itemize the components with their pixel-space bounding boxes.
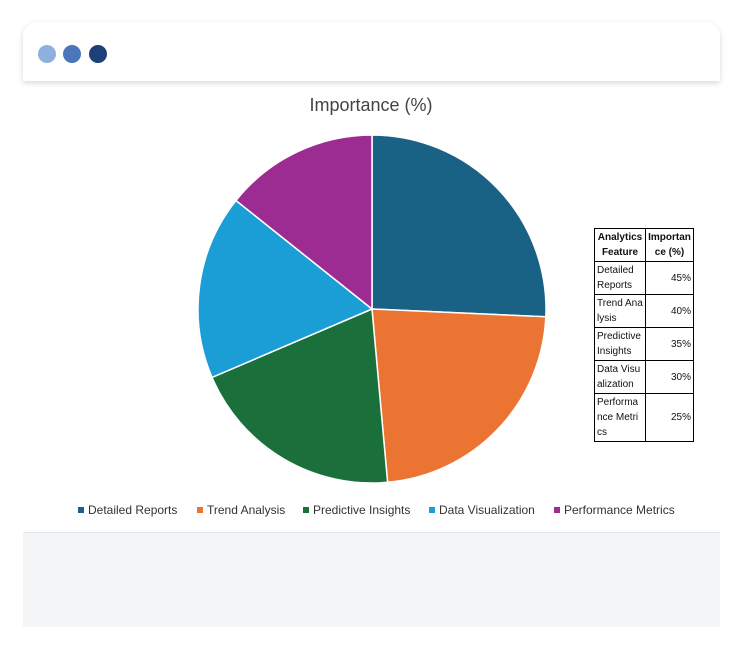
pie-slice-performance-metrics[interactable]: [234, 134, 373, 311]
table-header-feature: Analytics Feature: [594, 228, 646, 262]
table-row: Data Visualization 30%: [594, 360, 694, 394]
table-cell-feature: Trend Analysis: [594, 294, 646, 328]
window-dot-3[interactable]: [89, 45, 107, 63]
table-header-row: Analytics Feature Importance (%): [594, 228, 694, 262]
window-titlebar: [23, 22, 720, 81]
legend-swatch: [429, 507, 435, 513]
footer-panel: [23, 532, 720, 627]
legend-label: Data Visualization: [439, 503, 535, 517]
chart-legend: Detailed Reports Trend Analysis Predictive…: [78, 503, 675, 517]
table-cell-feature: Performance Metrics: [594, 393, 646, 442]
table-cell-feature: Predictive Insights: [594, 327, 646, 361]
legend-swatch: [554, 507, 560, 513]
legend-swatch: [197, 507, 203, 513]
pie-slice-detailed-reports[interactable]: [371, 134, 547, 318]
legend-label: Trend Analysis: [207, 503, 285, 517]
legend-item-predictive-insights[interactable]: Predictive Insights: [303, 503, 410, 517]
legend-label: Predictive Insights: [313, 503, 410, 517]
table-cell-value: 40%: [645, 294, 694, 328]
data-table: Analytics Feature Importance (%) Detaile…: [594, 228, 694, 442]
table-row: Detailed Reports 45%: [594, 261, 694, 295]
table-row: Performance Metrics 25%: [594, 393, 694, 442]
table-header-importance: Importance (%): [645, 228, 694, 262]
pie-slice-data-visualization[interactable]: [197, 199, 374, 379]
table-cell-feature: Detailed Reports: [594, 261, 646, 295]
legend-label: Detailed Reports: [88, 503, 177, 517]
legend-item-performance-metrics[interactable]: Performance Metrics: [554, 503, 675, 517]
table-cell-value: 25%: [645, 393, 694, 442]
legend-swatch: [303, 507, 309, 513]
window-dot-1[interactable]: [38, 45, 56, 63]
legend-swatch: [78, 507, 84, 513]
table-cell-value: 45%: [645, 261, 694, 295]
pie-slice-trend-analysis[interactable]: [371, 308, 547, 484]
legend-label: Performance Metrics: [564, 503, 675, 517]
table-cell-feature: Data Visualization: [594, 360, 646, 394]
pie-slice-predictive-insights[interactable]: [211, 307, 389, 484]
legend-item-data-visualization[interactable]: Data Visualization: [429, 503, 535, 517]
table-row: Predictive Insights 35%: [594, 327, 694, 361]
table-row: Trend Analysis 40%: [594, 294, 694, 328]
table-cell-value: 35%: [645, 327, 694, 361]
pie-slices: [197, 134, 547, 484]
chart-title: Importance (%): [309, 95, 432, 115]
table-cell-value: 30%: [645, 360, 694, 394]
legend-item-detailed-reports[interactable]: Detailed Reports: [78, 503, 177, 517]
window-dot-2[interactable]: [63, 45, 81, 63]
legend-item-trend-analysis[interactable]: Trend Analysis: [197, 503, 285, 517]
